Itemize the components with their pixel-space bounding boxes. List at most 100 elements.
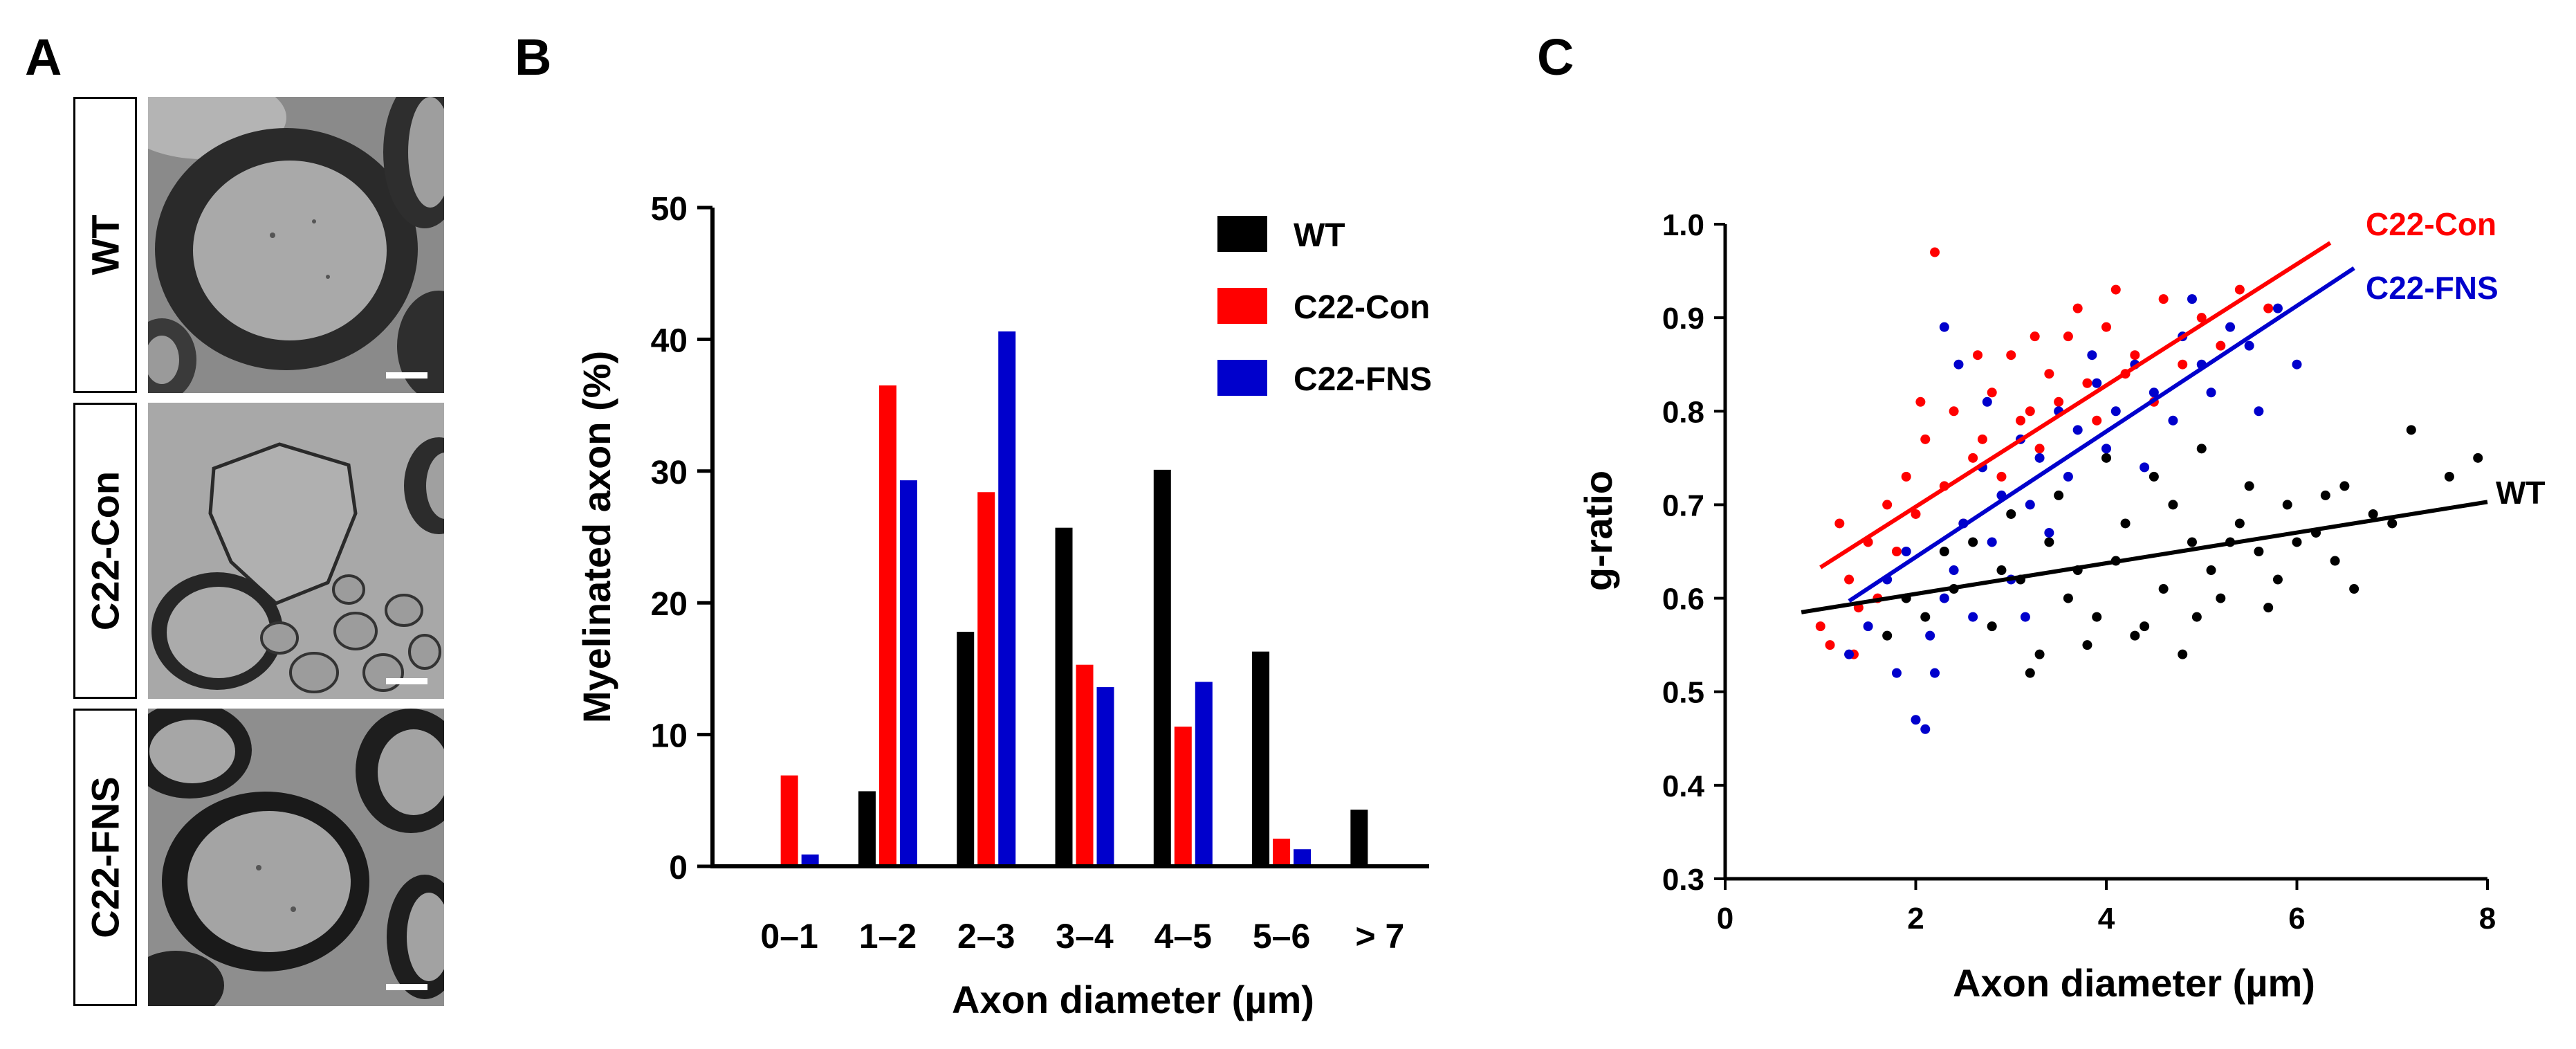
point-wt <box>2272 574 2283 585</box>
point-c22-con <box>1930 247 1940 257</box>
point-c22-con <box>2030 331 2040 342</box>
micrograph-c22-fns <box>148 709 444 1006</box>
panel-a-letter: A <box>25 28 62 86</box>
bar-wt-3-4 <box>1055 527 1073 866</box>
point-wt <box>2006 509 2016 519</box>
row-label-c22-con: C22-Con <box>73 403 137 699</box>
point-wt <box>2234 518 2245 529</box>
point-wt <box>2063 593 2073 603</box>
line-label-c22-con: C22-Con <box>2366 206 2496 242</box>
point-wt <box>2044 537 2054 547</box>
point-c22-fns <box>2072 425 2083 435</box>
bar-c22-fns-4-5 <box>1195 682 1213 866</box>
legend-swatch-wt <box>1217 216 1267 252</box>
bar-c22-con-0-1 <box>780 775 798 866</box>
point-c22-fns <box>1925 630 1935 641</box>
bar-c22-con-2-3 <box>977 492 995 866</box>
point-wt <box>2158 584 2169 594</box>
point-wt <box>2082 640 2092 650</box>
point-wt <box>2349 584 2359 594</box>
scale-bar <box>386 984 427 990</box>
point-c22-fns <box>2272 303 2283 313</box>
point-wt <box>2120 518 2131 529</box>
scale-bar <box>386 678 427 684</box>
line-label-wt: WT <box>2496 475 2546 511</box>
point-c22-fns <box>1939 322 1949 332</box>
point-wt <box>2339 481 2350 491</box>
point-c22-fns <box>2092 378 2102 388</box>
point-wt <box>2196 444 2207 454</box>
point-c22-fns <box>2225 322 2236 332</box>
point-c22-con <box>1911 509 1921 519</box>
bar-c22-fns-0-1 <box>801 854 819 866</box>
point-c22-fns <box>1939 593 1949 603</box>
y-tick-label: 0.4 <box>1662 769 1705 803</box>
point-c22-con <box>2196 313 2207 323</box>
x-tick-label: > 7 <box>1355 917 1404 956</box>
legend-label-c22-fns: C22-FNS <box>1294 361 1432 398</box>
point-c22-con <box>2063 331 2073 342</box>
x-tick-label: 8 <box>2479 902 2496 936</box>
x-tick-label: 4–5 <box>1154 917 1212 956</box>
point-c22-fns <box>2254 406 2264 417</box>
y-tick-label: 0.7 <box>1662 489 1704 522</box>
y-tick-label: 1.0 <box>1662 208 1704 242</box>
x-tick-label: 4 <box>2098 902 2115 936</box>
bar-c22-con-5-6 <box>1273 839 1291 866</box>
x-tick-label: 1–2 <box>859 917 917 956</box>
point-c22-con <box>2216 340 2226 351</box>
x-tick-label: 0–1 <box>760 917 818 956</box>
bar-wt-7 <box>1350 810 1368 866</box>
point-c22-con <box>1920 434 1931 444</box>
point-wt <box>2330 556 2340 566</box>
y-tick-label: 0.3 <box>1662 863 1704 897</box>
y-tick-label: 0.6 <box>1662 583 1704 617</box>
point-c22-con <box>1844 574 1855 585</box>
point-c22-con <box>1825 640 1835 650</box>
point-wt <box>2149 471 2159 482</box>
point-wt <box>2444 471 2454 482</box>
legend-swatch-c22-fns <box>1217 360 1267 396</box>
legend: WT C22-Con C22-FNS <box>1217 216 1432 398</box>
point-c22-con <box>2034 444 2045 454</box>
y-tick-label: 10 <box>651 718 688 755</box>
legend-swatch-c22-con <box>1217 288 1267 324</box>
micrograph-wt <box>148 97 444 393</box>
bar-c22-fns-3-4 <box>1096 687 1114 866</box>
bar-c22-con-4-5 <box>1174 727 1192 866</box>
point-wt <box>1968 537 1978 547</box>
fit-line-wt <box>1801 500 2488 614</box>
point-c22-con <box>2101 322 2111 332</box>
point-wt <box>2025 668 2035 678</box>
x-tick-label: 5–6 <box>1253 917 1310 956</box>
point-wt <box>2387 518 2398 529</box>
point-c22-con <box>1996 471 2007 482</box>
point-wt <box>1987 621 1997 632</box>
point-wt <box>2187 537 2197 547</box>
point-c22-con <box>2025 406 2035 417</box>
point-c22-fns <box>2044 527 2054 538</box>
x-tick-label: 3–4 <box>1056 917 1114 956</box>
row-label-c22-fns: C22-FNS <box>73 709 137 1006</box>
axon-diameter-histogram: 0 10 20 30 40 50 0–1 1–2 2–3 3–4 4–5 5–6 > 7 Myelin… <box>575 191 1432 1021</box>
point-c22-fns <box>1982 396 1992 407</box>
y-tick-label: 40 <box>651 322 688 359</box>
point-c22-fns <box>2087 350 2097 361</box>
point-c22-fns <box>1863 621 1873 632</box>
point-c22-fns <box>1891 668 1902 678</box>
y-axis-label: g-ratio <box>1576 471 1620 591</box>
point-c22-con <box>2092 415 2102 426</box>
bar-c22-con-1-2 <box>878 385 896 866</box>
x-tick-label: 2 <box>1907 902 1924 936</box>
point-c22-con <box>2072 303 2083 313</box>
point-c22-con <box>2016 415 2026 426</box>
point-wt <box>2168 500 2178 510</box>
point-c22-con <box>1834 518 1845 529</box>
point-wt <box>2254 547 2264 556</box>
y-tick-label: 20 <box>651 586 688 623</box>
x-tick-label: 0 <box>1717 902 1733 936</box>
legend-label-c22-con: C22-Con <box>1294 289 1430 326</box>
bar-wt-4-5 <box>1153 469 1171 866</box>
point-wt <box>2191 612 2202 622</box>
